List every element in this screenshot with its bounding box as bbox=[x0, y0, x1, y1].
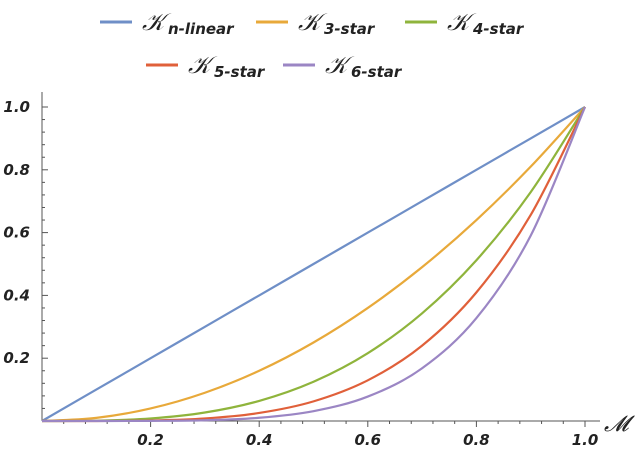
legend-item-6-star: 𝒦 6-star bbox=[283, 51, 403, 81]
y-tick-label: 0.6 bbox=[3, 224, 30, 242]
series-line-4-star bbox=[41, 106, 586, 423]
legend-label: n-linear bbox=[168, 20, 235, 38]
x-tick-label: 0.4 bbox=[246, 431, 273, 449]
x-tick-label: 1.0 bbox=[572, 431, 599, 449]
x-axis-label: 𝓜 bbox=[604, 412, 635, 437]
legend-label: 6-star bbox=[351, 63, 403, 81]
legend-item-5-star: 𝒦 5-star bbox=[146, 51, 266, 81]
x-tick-label: 0.6 bbox=[355, 431, 382, 449]
y-tick-label: 1.0 bbox=[3, 98, 30, 116]
legend-item-3-star: 𝒦 3-star bbox=[256, 8, 376, 38]
x-tick-label: 0.8 bbox=[463, 431, 490, 449]
y-tick-label: 0.4 bbox=[3, 286, 30, 304]
x-tick-label: 0.2 bbox=[137, 431, 164, 449]
y-tick-label: 0.2 bbox=[3, 349, 30, 367]
legend-label: 4-star bbox=[472, 20, 525, 38]
series-line-n-linear bbox=[41, 106, 586, 422]
series-group bbox=[41, 106, 587, 423]
legend-label: 5-star bbox=[214, 63, 266, 81]
legend-label: 3-star bbox=[324, 20, 376, 38]
series-line-6-star bbox=[41, 106, 587, 423]
series-line-3-star bbox=[41, 106, 586, 423]
axes: 0.2 0.4 0.6 0.8 1.0 0.2 0.4 0.6 0.8 1.0 𝓜 bbox=[3, 92, 635, 449]
y-tick-label: 0.8 bbox=[3, 161, 30, 179]
legend-item-4-star: 𝒦 4-star bbox=[405, 8, 525, 38]
